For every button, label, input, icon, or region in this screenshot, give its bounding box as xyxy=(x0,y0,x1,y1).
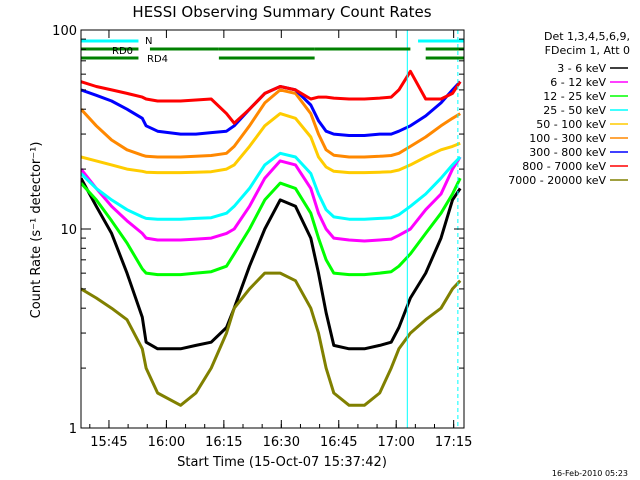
legend-label-4: 50 - 100 keV xyxy=(536,118,606,131)
legend-title-line-1: FDecim 1, Att 0 xyxy=(545,44,630,57)
x-axis-label: Start Time (15-Oct-07 15:37:42) xyxy=(177,455,387,470)
series-line-5 xyxy=(81,88,461,159)
bar-label-rd0: RD0 xyxy=(112,46,133,57)
series-line-3 xyxy=(81,151,462,221)
y-axis: 1 10 100 xyxy=(52,24,464,437)
y-tick-label-2: 100 xyxy=(52,24,77,39)
legend-title-line-0: Det 1,3,4,5,6,9, xyxy=(544,30,630,43)
series-line-1 xyxy=(81,156,462,243)
series-line-2 xyxy=(81,177,462,277)
legend-label-0: 3 - 6 keV xyxy=(557,62,606,75)
bar-label-n: N xyxy=(145,36,152,47)
footer-timestamp: 16-Feb-2010 05:23 xyxy=(552,469,628,478)
attenuator-bars: N RD0 RD4 xyxy=(81,36,464,65)
y-tick-label-0: 1 xyxy=(69,422,77,437)
legend-label-6: 300 - 800 keV xyxy=(529,146,606,159)
x-tick-label-3: 16:30 xyxy=(263,435,300,450)
series-line-8 xyxy=(81,271,462,407)
x-tick-label-6: 17:15 xyxy=(435,435,472,450)
series-layer xyxy=(81,69,462,407)
x-tick-label-0: 15:45 xyxy=(90,435,127,450)
series-line-0 xyxy=(81,177,462,351)
legend-label-2: 12 - 25 keV xyxy=(543,90,606,103)
legend-label-1: 6 - 12 keV xyxy=(550,76,606,89)
x-axis: 15:45 16:00 16:15 16:30 16:45 17:00 17:15 xyxy=(89,30,472,450)
y-tick-label-1: 10 xyxy=(60,223,77,238)
x-tick-label-5: 17:00 xyxy=(377,435,414,450)
x-tick-label-1: 16:00 xyxy=(148,435,185,450)
x-tick-label-2: 16:15 xyxy=(205,435,242,450)
bar-label-rd4: RD4 xyxy=(147,54,168,65)
legend-label-8: 7000 - 20000 keV xyxy=(508,174,606,187)
series-line-4 xyxy=(81,112,461,175)
legend-label-3: 25 - 50 keV xyxy=(543,104,606,117)
series-line-7 xyxy=(81,69,462,125)
chart-title: HESSI Observing Summary Count Rates xyxy=(132,3,431,21)
x-tick-label-4: 16:45 xyxy=(320,435,357,450)
legend-label-7: 800 - 7000 keV xyxy=(522,160,606,173)
legend: Det 1,3,4,5,6,9,FDecim 1, Att 0 3 - 6 keV… xyxy=(508,30,630,187)
y-axis-label: Count Rate (s⁻¹ detector⁻¹) xyxy=(29,142,44,319)
legend-label-5: 100 - 300 keV xyxy=(529,132,606,145)
